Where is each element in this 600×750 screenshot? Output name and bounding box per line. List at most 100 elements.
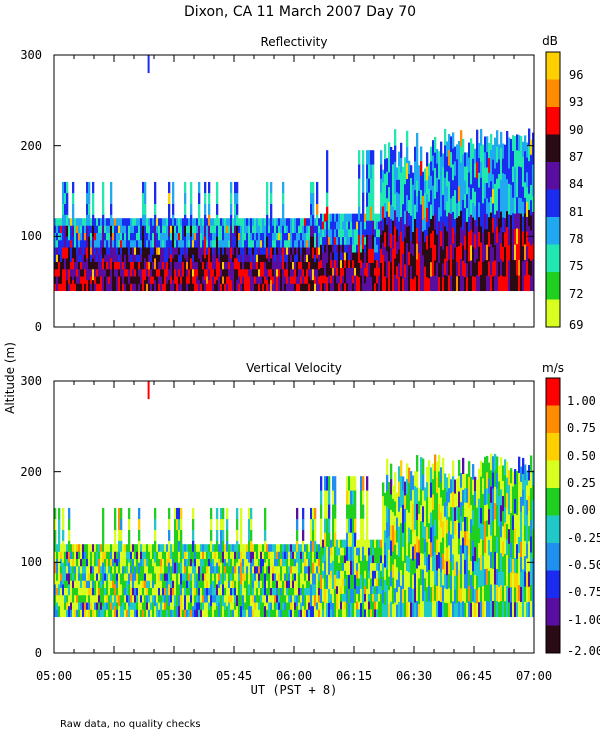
heatmap-cell <box>382 482 385 497</box>
heatmap-cell <box>294 609 297 618</box>
heatmap-cell <box>244 558 247 567</box>
heatmap-cell <box>170 573 173 581</box>
heatmap-cell <box>148 254 151 263</box>
heatmap-cell <box>188 283 191 292</box>
heatmap-cell <box>260 239 263 248</box>
heatmap-cell <box>388 261 391 277</box>
heatmap-cell <box>344 562 347 571</box>
heatmap-cell <box>376 601 379 610</box>
heatmap-cell <box>282 551 285 559</box>
heatmap-cell <box>182 261 185 270</box>
heatmap-cell <box>460 602 463 618</box>
heatmap-cell <box>506 539 509 556</box>
heatmap-cell <box>270 181 273 194</box>
heatmap-cell <box>152 587 155 596</box>
heatmap-cell <box>214 268 217 277</box>
heatmap-cell <box>310 529 313 541</box>
heatmap-cell <box>260 565 263 574</box>
heatmap-cell <box>224 225 227 233</box>
heatmap-cell <box>340 555 343 564</box>
heatmap-cell <box>458 230 461 247</box>
heatmap-cell <box>316 225 319 237</box>
heatmap-cell <box>416 471 419 488</box>
heatmap-cell <box>244 551 247 559</box>
heatmap-cell <box>372 164 375 179</box>
heatmap-cell <box>428 188 431 202</box>
heatmap-cell <box>296 276 299 284</box>
heatmap-cell <box>528 160 531 178</box>
heatmap-cell <box>396 504 399 518</box>
heatmap-cell <box>282 279 285 292</box>
heatmap-cell <box>516 181 519 198</box>
heatmap-cell <box>110 192 113 204</box>
heatmap-cell <box>66 258 69 270</box>
heatmap-cell <box>250 232 253 241</box>
heatmap-cell <box>110 258 113 270</box>
heatmap-cell <box>354 267 357 276</box>
heatmap-cell <box>368 539 371 548</box>
heatmap-cell <box>134 218 137 226</box>
heatmap-cell <box>82 283 85 292</box>
heatmap-cell <box>528 480 531 496</box>
heatmap-cell <box>326 276 329 292</box>
heatmap-cell <box>336 578 339 587</box>
heatmap-cell <box>402 504 405 519</box>
heatmap-cell <box>326 262 329 277</box>
heatmap-cell <box>222 518 225 530</box>
heatmap-cell <box>364 547 367 556</box>
heatmap-cell <box>504 553 507 570</box>
heatmap-cell <box>200 594 203 603</box>
heatmap-cell <box>304 232 307 241</box>
heatmap-cell <box>388 157 391 173</box>
heatmap-cell <box>314 562 317 574</box>
heatmap-cell <box>80 276 83 284</box>
heatmap-cell <box>192 247 195 255</box>
heatmap-cell <box>256 261 259 270</box>
heatmap-cell <box>60 225 63 233</box>
heatmap-cell <box>208 558 211 567</box>
heatmap-cell <box>316 258 319 270</box>
heatmap-cell <box>128 276 131 284</box>
heatmap-cell <box>354 275 357 284</box>
heatmap-cell <box>96 580 99 589</box>
heatmap-cell <box>504 203 507 219</box>
heatmap-cell <box>258 602 261 610</box>
heatmap-cell <box>386 585 389 602</box>
heatmap-cell <box>320 560 323 575</box>
heatmap-cell <box>182 594 185 603</box>
heatmap-cell <box>462 473 465 490</box>
heatmap-cell <box>278 602 281 610</box>
heatmap-cell <box>304 558 307 567</box>
heatmap-cell <box>76 268 79 277</box>
heatmap-cell <box>508 183 511 200</box>
heatmap-cell <box>526 572 529 588</box>
heatmap-cell <box>98 594 101 603</box>
heatmap-cell <box>496 584 499 602</box>
heatmap-cell <box>132 587 135 596</box>
heatmap-cell <box>308 268 311 277</box>
heatmap-cell <box>276 239 279 248</box>
heatmap-cell <box>248 239 251 248</box>
heatmap-cell <box>394 515 397 531</box>
heatmap-cell <box>266 236 269 248</box>
heatmap-cell <box>400 246 403 262</box>
heatmap-cell <box>236 529 239 541</box>
reflectivity-colorbar <box>545 51 561 328</box>
heatmap-cell <box>212 232 215 241</box>
heatmap-cell <box>132 565 135 574</box>
heatmap-cell <box>298 247 301 255</box>
heatmap-cell <box>350 504 353 519</box>
heatmap-cell <box>92 247 95 259</box>
heatmap-cell <box>418 202 421 216</box>
heatmap-cell <box>512 181 515 198</box>
heatmap-cell <box>404 522 407 536</box>
heatmap-cell <box>528 525 531 542</box>
heatmap-cell <box>250 540 253 552</box>
heatmap-cell <box>158 587 161 596</box>
heatmap-cell <box>532 274 535 292</box>
heatmap-cell <box>132 276 135 284</box>
heatmap-cell <box>302 584 305 596</box>
heatmap-cell <box>74 218 77 226</box>
heatmap-cell <box>98 580 101 589</box>
heatmap-cell <box>296 551 299 563</box>
